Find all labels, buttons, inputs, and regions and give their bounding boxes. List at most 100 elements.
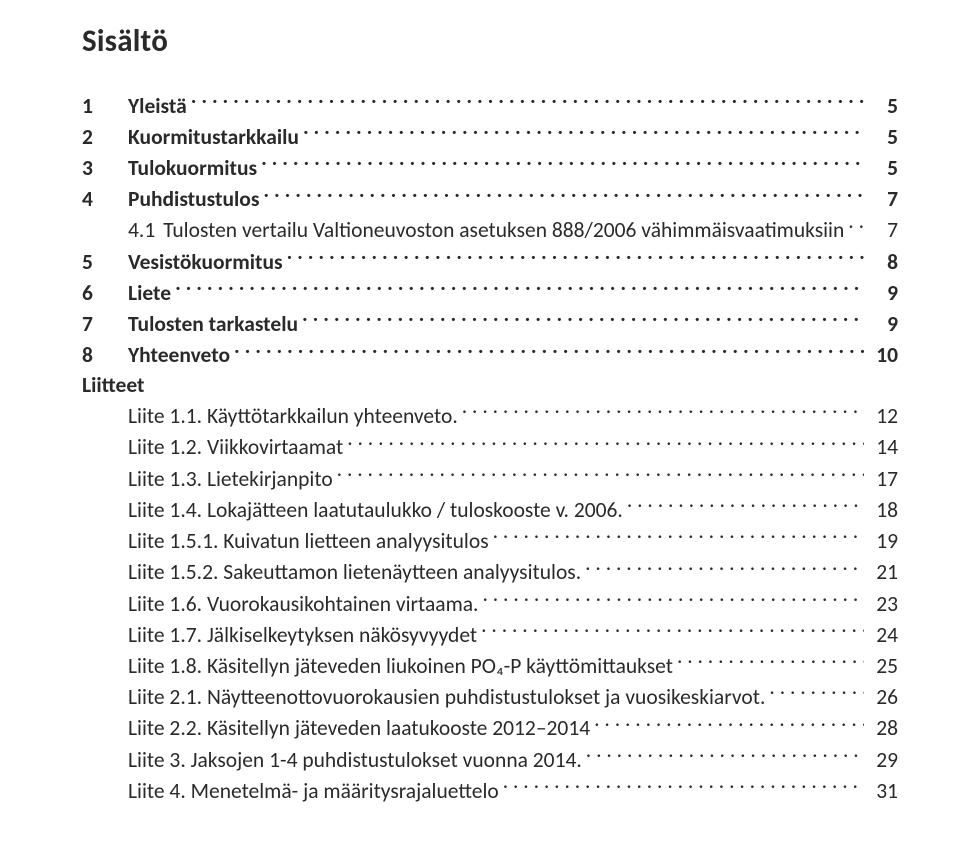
entry-page: 14 bbox=[868, 433, 898, 463]
toc-entry: 1Yleistä 5 bbox=[82, 90, 898, 121]
dot-leader bbox=[303, 121, 864, 144]
entry-label: Yhteenveto bbox=[128, 341, 230, 371]
entry-label: Tulokuormitus bbox=[128, 154, 257, 184]
page: Sisältö 1Yleistä52Kuormitustarkkailu53Tu… bbox=[0, 0, 960, 848]
toc-entry: Liite 1.2. Viikkovirtaamat 14 bbox=[82, 432, 898, 463]
toc-entry: Liite 1.3. Lietekirjanpito 17 bbox=[82, 463, 898, 494]
dot-leader bbox=[462, 401, 864, 424]
entry-label: Liite 1.3. Lietekirjanpito bbox=[128, 465, 333, 495]
entry-page: 10 bbox=[868, 341, 898, 371]
entry-page: 21 bbox=[868, 558, 898, 588]
entry-page: 9 bbox=[868, 310, 898, 340]
entry-number: 1 bbox=[82, 92, 128, 122]
entry-page: 9 bbox=[868, 279, 898, 309]
dot-leader bbox=[769, 682, 864, 705]
entry-label: Liite 4. Menetelmä- ja määritysrajaluett… bbox=[128, 777, 499, 807]
entry-label: Liite 1.5.2. Sakeuttamon lietenäytteen a… bbox=[128, 558, 581, 588]
entry-number: 5 bbox=[82, 248, 128, 278]
entry-label: Liite 1.7. Jälkiselkeytyksen näkösyvyyde… bbox=[128, 621, 477, 651]
entry-page: 8 bbox=[868, 248, 898, 278]
entry-label: Liite 1.2. Viikkovirtaamat bbox=[128, 433, 343, 463]
toc-entry: Liite 3. Jaksojen 1-4 puhdistustulokset … bbox=[82, 744, 898, 775]
entry-page: 5 bbox=[868, 92, 898, 122]
dot-leader bbox=[677, 650, 864, 673]
toc-entry: Liite 2.1. Näytteenottovuorokausien puhd… bbox=[82, 682, 898, 713]
toc-entry: Liite 1.7. Jälkiselkeytyksen näkösyvyyde… bbox=[82, 619, 898, 650]
toc-entry: Liite 1.4. Lokajätteen laatutaulukko / t… bbox=[82, 494, 898, 525]
toc-entry: 8Yhteenveto 10 bbox=[82, 340, 898, 371]
dot-leader bbox=[585, 557, 864, 580]
entry-number: 8 bbox=[82, 341, 128, 371]
entry-page: 25 bbox=[868, 652, 898, 682]
toc-entry: 4.1 Tulosten vertailu Valtioneuvoston ase… bbox=[82, 215, 898, 246]
dot-leader bbox=[482, 588, 864, 611]
dot-leader bbox=[594, 713, 864, 736]
toc-entry: Liitteet bbox=[82, 371, 898, 401]
toc-entry: Liite 1.8. Käsitellyn jäteveden liukoine… bbox=[82, 650, 898, 681]
entry-label: Liite 1.5.1. Kuivatun lietteen analyysit… bbox=[128, 527, 489, 557]
dot-leader bbox=[493, 526, 864, 549]
toc-entry: Liite 1.6. Vuorokausikohtainen virtaama.… bbox=[82, 588, 898, 619]
entry-number: 7 bbox=[82, 310, 128, 340]
entry-number: 4 bbox=[82, 185, 128, 215]
toc-entry: 7Tulosten tarkastelu 9 bbox=[82, 309, 898, 340]
dot-leader bbox=[586, 744, 864, 767]
entry-page: 23 bbox=[868, 590, 898, 620]
entry-number: 2 bbox=[82, 123, 128, 153]
entry-label: Liite 1.8. Käsitellyn jäteveden liukoine… bbox=[128, 652, 673, 682]
toc-entry: 5Vesistökuormitus 8 bbox=[82, 246, 898, 277]
entry-label: Kuormitustarkkailu bbox=[128, 123, 299, 153]
toc-entry: 2Kuormitustarkkailu 5 bbox=[82, 121, 898, 152]
entry-page: 5 bbox=[868, 123, 898, 153]
toc-entry: Liite 4. Menetelmä- ja määritysrajaluett… bbox=[82, 775, 898, 806]
entry-number: 6 bbox=[82, 279, 128, 309]
entry-page: 17 bbox=[868, 465, 898, 495]
entry-page: 7 bbox=[868, 216, 898, 246]
dot-leader bbox=[337, 463, 864, 486]
toc-entry: Liite 1.5.1. Kuivatun lietteen analyysit… bbox=[82, 526, 898, 557]
entry-label: Tulosten vertailu Valtioneuvoston asetuk… bbox=[163, 216, 844, 246]
entry-page: 24 bbox=[868, 621, 898, 651]
entry-page: 29 bbox=[868, 746, 898, 776]
toc-list: 1Yleistä 5 2Kuormitustarkkailu 5 3Tulokuormi… bbox=[82, 90, 898, 806]
entry-page: 28 bbox=[868, 714, 898, 744]
entry-label: Liite 1.1. Käyttötarkkailun yhteenveto. bbox=[128, 402, 458, 432]
entry-label: Tulosten tarkastelu bbox=[128, 310, 298, 340]
toc-entry: 6Liete 9 bbox=[82, 277, 898, 308]
dot-leader bbox=[347, 432, 864, 455]
entry-number: 4.1 bbox=[128, 216, 155, 246]
dot-leader bbox=[503, 775, 864, 798]
entry-page: 7 bbox=[868, 185, 898, 215]
entry-page: 31 bbox=[868, 777, 898, 807]
dot-leader bbox=[627, 494, 864, 517]
toc-entry: Liite 1.5.2. Sakeuttamon lietenäytteen a… bbox=[82, 557, 898, 588]
dot-leader bbox=[302, 309, 864, 332]
entry-label: Liite 1.4. Lokajätteen laatutaulukko / t… bbox=[128, 496, 623, 526]
toc-entry: Liite 1.1. Käyttötarkkailun yhteenveto. 1… bbox=[82, 401, 898, 432]
entry-label: Vesistökuormitus bbox=[128, 248, 283, 278]
entry-label: Liite 2.2. Käsitellyn jäteveden laatukoo… bbox=[128, 714, 590, 744]
dot-leader bbox=[234, 340, 864, 363]
toc-entry: 4Puhdistustulos 7 bbox=[82, 184, 898, 215]
entry-label: Liite 1.6. Vuorokausikohtainen virtaama. bbox=[128, 590, 478, 620]
entry-page: 19 bbox=[868, 527, 898, 557]
entry-label: Liete bbox=[128, 279, 171, 309]
entry-label: Liite 3. Jaksojen 1-4 puhdistustulokset … bbox=[128, 746, 582, 776]
dot-leader bbox=[175, 277, 864, 300]
dot-leader bbox=[481, 619, 864, 642]
dot-leader bbox=[263, 184, 864, 207]
entry-page: 12 bbox=[868, 402, 898, 432]
entry-label: Yleistä bbox=[128, 92, 187, 122]
toc-entry: Liite 2.2. Käsitellyn jäteveden laatukoo… bbox=[82, 713, 898, 744]
entry-page: 18 bbox=[868, 496, 898, 526]
entry-label: Liitteet bbox=[82, 371, 144, 401]
dot-leader bbox=[287, 246, 864, 269]
entry-page: 5 bbox=[868, 154, 898, 184]
dot-leader bbox=[848, 215, 864, 238]
entry-number: 3 bbox=[82, 154, 128, 184]
entry-label: Liite 2.1. Näytteenottovuorokausien puhd… bbox=[128, 683, 765, 713]
toc-heading: Sisältö bbox=[82, 22, 898, 60]
entry-page: 26 bbox=[868, 683, 898, 713]
entry-label: Puhdistustulos bbox=[128, 185, 259, 215]
dot-leader bbox=[191, 90, 864, 113]
